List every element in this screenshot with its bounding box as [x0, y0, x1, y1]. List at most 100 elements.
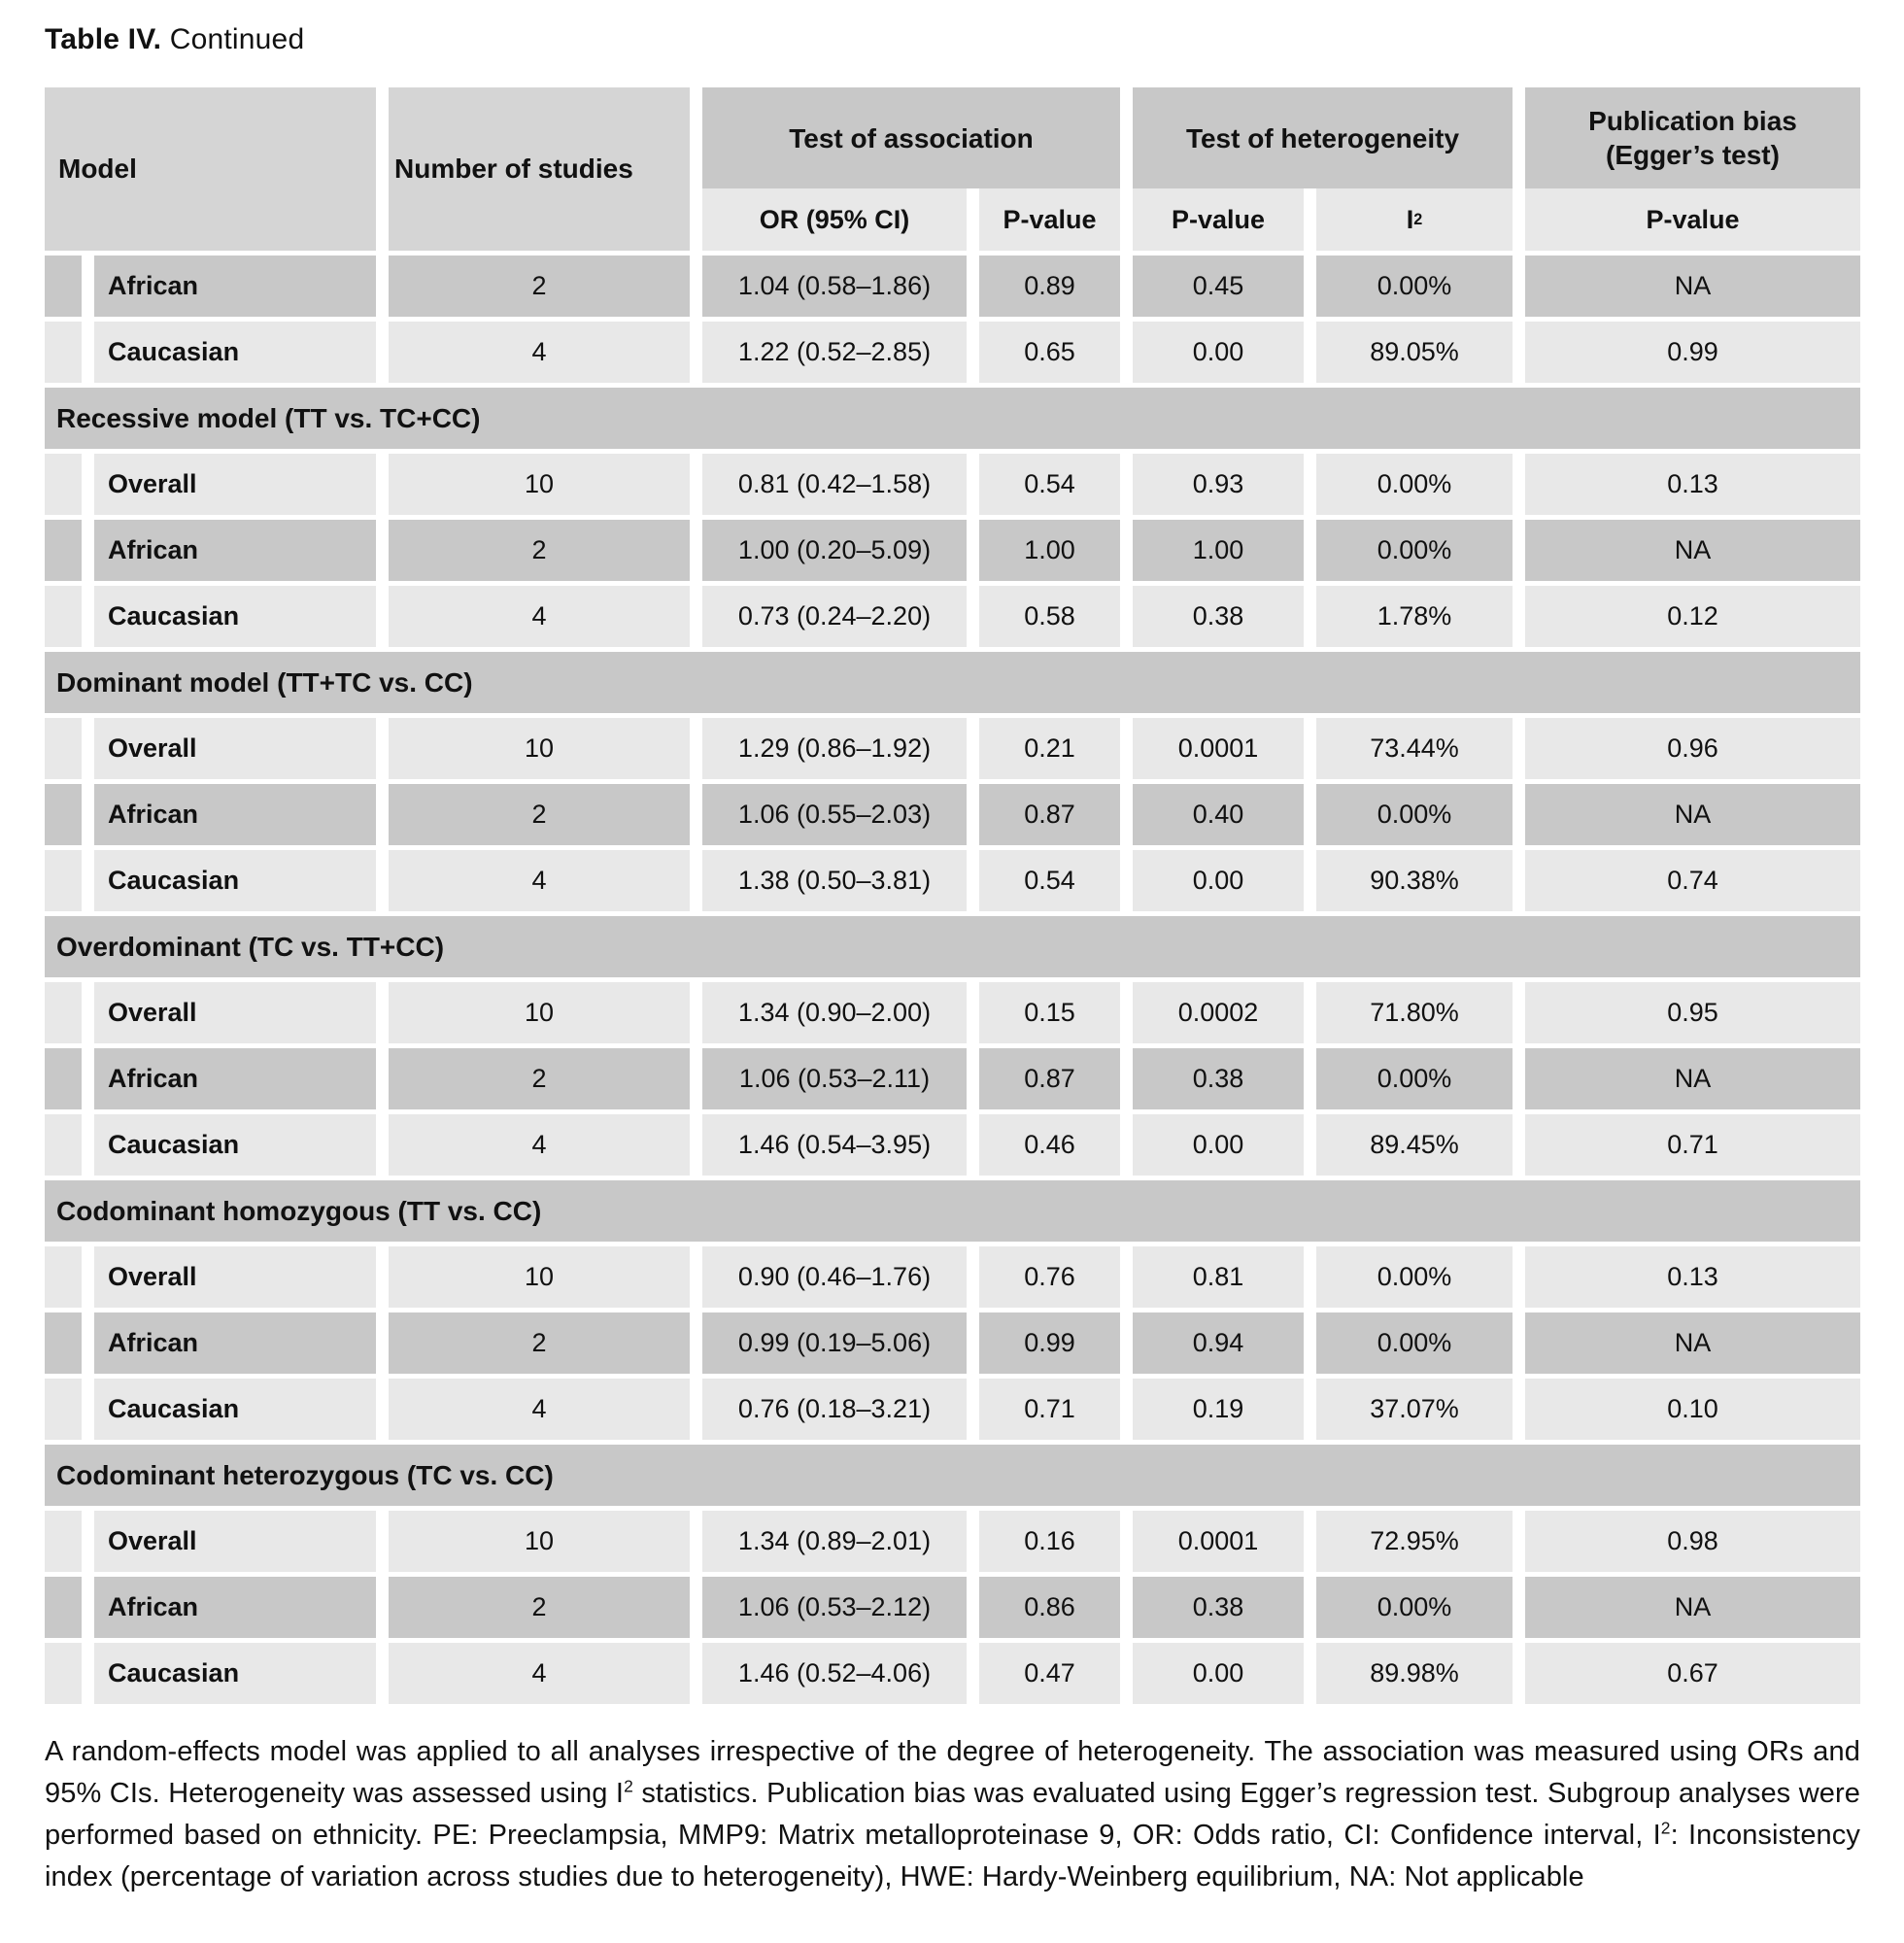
number-of-studies-cell: 2: [389, 256, 690, 317]
p-value-heterogeneity-cell: 0.0001: [1133, 718, 1304, 779]
i-squared-cell: 73.44%: [1316, 718, 1513, 779]
table-row: African 2 0.99 (0.19–5.06) 0.99 0.94 0.00% NA: [45, 1312, 1860, 1374]
publication-bias-line1: Publication bias: [1588, 106, 1797, 136]
row-indent: [45, 784, 82, 845]
header-group-publication-bias: Publication bias (Egger’s test) P-value: [1525, 87, 1860, 251]
footnote: A random-effects model was applied to al…: [45, 1736, 1860, 1892]
p-value-heterogeneity-cell: 0.0002: [1133, 982, 1304, 1043]
table-header-row: Model Number of studies Test of associat…: [45, 87, 1860, 251]
or-ci-cell: 1.34 (0.90–2.00): [702, 982, 967, 1043]
p-value-association-cell: 0.65: [979, 322, 1120, 383]
p-value-association-cell: 0.87: [979, 784, 1120, 845]
table-row: Caucasian 4 1.46 (0.52–4.06) 0.47 0.00 89.98%…: [45, 1643, 1860, 1704]
row-indent: [45, 1643, 82, 1704]
p-value-association-cell: 0.99: [979, 1312, 1120, 1374]
i-squared-cell: 89.45%: [1316, 1114, 1513, 1176]
or-ci-cell: 1.04 (0.58–1.86): [702, 256, 967, 317]
p-value-association-cell: 0.16: [979, 1511, 1120, 1572]
publication-bias-subheaders: P-value: [1525, 188, 1860, 251]
i-squared-cell: 0.00%: [1316, 454, 1513, 515]
row-indent: [45, 1246, 82, 1308]
i-squared-cell: 0.00%: [1316, 520, 1513, 581]
i-squared-cell: 0.00%: [1316, 1577, 1513, 1638]
section-header-row: Dominant model (TT+TC vs. CC): [45, 652, 1860, 713]
row-label: African: [94, 1312, 376, 1374]
table-title-continued: Continued: [169, 23, 305, 55]
header-test-of-association: Test of association: [702, 87, 1120, 188]
header-or-ci: OR (95% CI): [702, 188, 967, 251]
p-value-publication-cell: 0.95: [1525, 982, 1860, 1043]
p-value-publication-cell: 0.67: [1525, 1643, 1860, 1704]
header-group-association: Test of association OR (95% CI) P-value: [702, 87, 1120, 251]
or-ci-cell: 0.99 (0.19–5.06): [702, 1312, 967, 1374]
number-of-studies-cell: 10: [389, 1246, 690, 1308]
p-value-association-cell: 0.76: [979, 1246, 1120, 1308]
or-ci-cell: 1.06 (0.53–2.11): [702, 1048, 967, 1109]
p-value-publication-cell: 0.10: [1525, 1379, 1860, 1440]
p-value-heterogeneity-cell: 0.38: [1133, 1048, 1304, 1109]
number-of-studies-cell: 2: [389, 1577, 690, 1638]
p-value-publication-cell: 0.13: [1525, 1246, 1860, 1308]
number-of-studies-cell: 4: [389, 1114, 690, 1176]
p-value-association-cell: 0.47: [979, 1643, 1120, 1704]
row-label: Caucasian: [94, 850, 376, 911]
table-row: African 2 1.00 (0.20–5.09) 1.00 1.00 0.00% NA: [45, 520, 1860, 581]
or-ci-cell: 1.06 (0.53–2.12): [702, 1577, 967, 1638]
section-header-row: Recessive model (TT vs. TC+CC): [45, 388, 1860, 449]
p-value-publication-cell: 0.12: [1525, 586, 1860, 647]
p-value-publication-cell: NA: [1525, 520, 1860, 581]
or-ci-cell: 1.06 (0.55–2.03): [702, 784, 967, 845]
i-squared-cell: 71.80%: [1316, 982, 1513, 1043]
p-value-publication-cell: 0.13: [1525, 454, 1860, 515]
i-squared-cell: 37.07%: [1316, 1379, 1513, 1440]
section-header-row: Codominant homozygous (TT vs. CC): [45, 1180, 1860, 1242]
i-squared-base: I: [1406, 204, 1414, 234]
row-label: Overall: [94, 454, 376, 515]
row-indent: [45, 586, 82, 647]
row-indent: [45, 520, 82, 581]
p-value-publication-cell: 0.98: [1525, 1511, 1860, 1572]
row-indent: [45, 982, 82, 1043]
p-value-publication-cell: NA: [1525, 784, 1860, 845]
i-squared-cell: 1.78%: [1316, 586, 1513, 647]
number-of-studies-cell: 4: [389, 586, 690, 647]
p-value-heterogeneity-cell: 0.45: [1133, 256, 1304, 317]
number-of-studies-cell: 4: [389, 322, 690, 383]
p-value-association-cell: 0.71: [979, 1379, 1120, 1440]
row-indent: [45, 1048, 82, 1109]
or-ci-cell: 1.46 (0.54–3.95): [702, 1114, 967, 1176]
row-indent: [45, 1114, 82, 1176]
i-squared-cell: 89.98%: [1316, 1643, 1513, 1704]
table-row: Caucasian 4 1.46 (0.54–3.95) 0.46 0.00 89.45%…: [45, 1114, 1860, 1176]
page: Table IV. Continued Model Number of stud…: [45, 23, 1860, 1892]
publication-bias-line2: (Egger’s test): [1606, 140, 1780, 170]
table-row: Overall 10 1.34 (0.89–2.01) 0.16 0.0001 72.95…: [45, 1511, 1860, 1572]
row-label: Caucasian: [94, 1114, 376, 1176]
row-label: African: [94, 1048, 376, 1109]
number-of-studies-cell: 2: [389, 520, 690, 581]
p-value-publication-cell: NA: [1525, 1048, 1860, 1109]
table-row: Caucasian 4 1.38 (0.50–3.81) 0.54 0.00 90.38%…: [45, 850, 1860, 911]
table-row: African 2 1.06 (0.55–2.03) 0.87 0.40 0.00% NA: [45, 784, 1860, 845]
p-value-association-cell: 0.58: [979, 586, 1120, 647]
header-test-of-heterogeneity: Test of heterogeneity: [1133, 87, 1513, 188]
row-label: African: [94, 520, 376, 581]
or-ci-cell: 1.46 (0.52–4.06): [702, 1643, 967, 1704]
header-model: Model: [45, 87, 376, 251]
p-value-publication-cell: 0.74: [1525, 850, 1860, 911]
row-label: Caucasian: [94, 1379, 376, 1440]
footnote-superscript: 2: [624, 1776, 633, 1796]
association-subheaders: OR (95% CI) P-value: [702, 188, 1120, 251]
or-ci-cell: 1.22 (0.52–2.85): [702, 322, 967, 383]
row-indent: [45, 718, 82, 779]
or-ci-cell: 1.34 (0.89–2.01): [702, 1511, 967, 1572]
p-value-association-cell: 0.87: [979, 1048, 1120, 1109]
p-value-heterogeneity-cell: 0.00: [1133, 1114, 1304, 1176]
table-row: Caucasian 4 0.73 (0.24–2.20) 0.58 0.38 1.78% 0…: [45, 586, 1860, 647]
table-row: African 2 1.06 (0.53–2.11) 0.87 0.38 0.00% NA: [45, 1048, 1860, 1109]
row-label: Overall: [94, 1246, 376, 1308]
i-squared-cell: 90.38%: [1316, 850, 1513, 911]
number-of-studies-cell: 2: [389, 784, 690, 845]
row-indent: [45, 322, 82, 383]
